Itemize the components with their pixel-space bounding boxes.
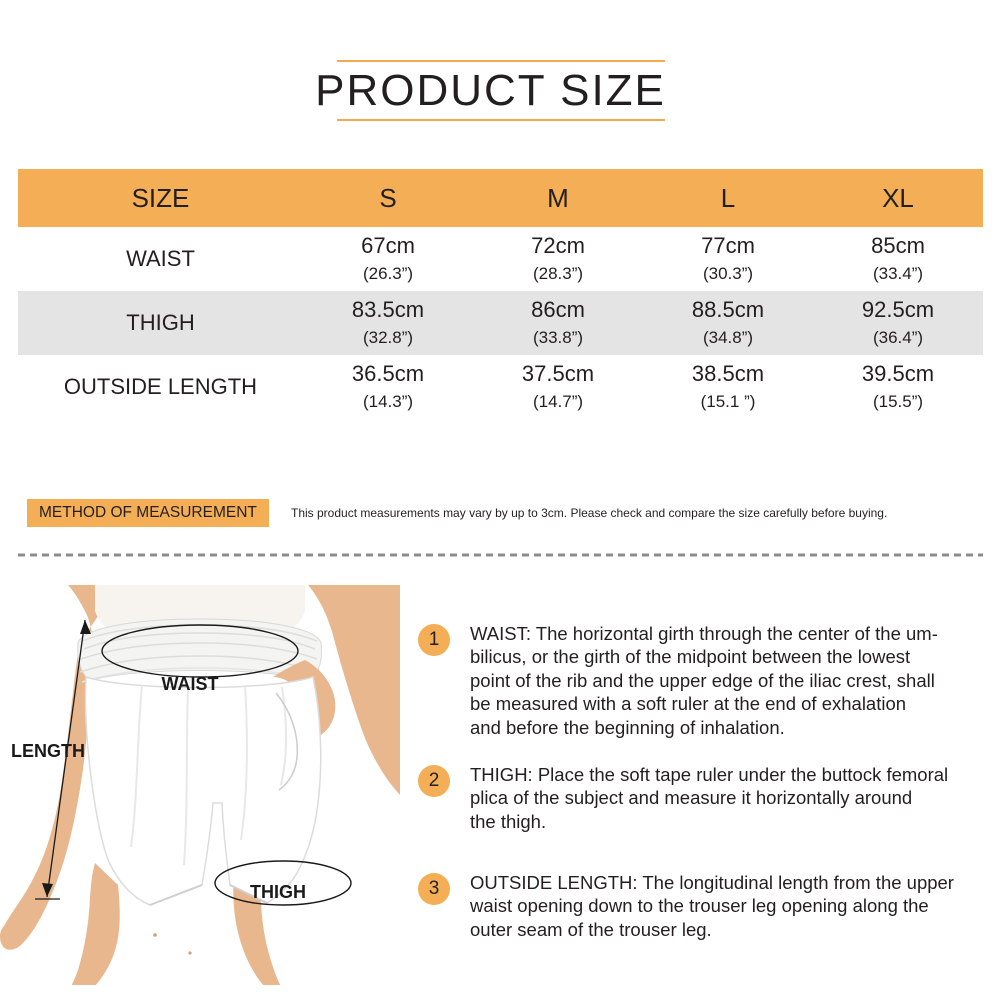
svg-text:LENGTH: LENGTH xyxy=(11,741,85,761)
svg-text:THIGH: THIGH xyxy=(250,882,306,902)
svg-text:WAIST: WAIST xyxy=(162,674,219,694)
